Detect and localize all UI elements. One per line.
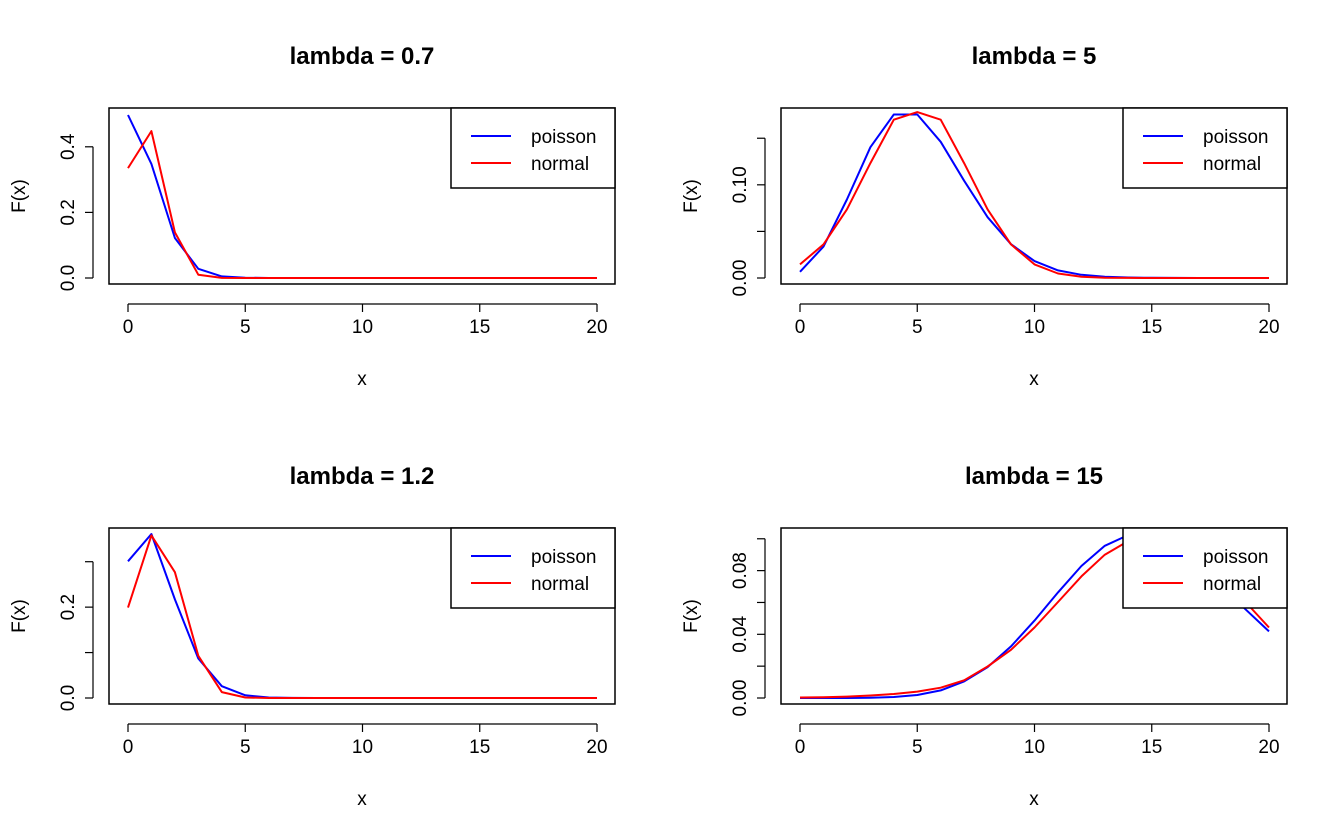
chart-title: lambda = 15: [965, 463, 1103, 490]
series-line-normal: [127, 130, 597, 279]
plot-frame: [780, 107, 1288, 285]
y-axis-label: F(x): [681, 599, 702, 633]
x-tick-label: 15: [1141, 317, 1162, 338]
x-tick-label: 20: [1258, 317, 1279, 338]
legend-label-poisson: poisson: [1203, 547, 1269, 568]
legend-label-normal: normal: [1203, 154, 1261, 175]
x-tick-label: 15: [1141, 737, 1162, 758]
x-axis-label: x: [1029, 789, 1039, 810]
x-tick-label: 0: [795, 317, 806, 338]
legend-box: [1122, 107, 1288, 189]
x-tick-label: 20: [586, 737, 607, 758]
x-axis-label: x: [357, 369, 367, 390]
legend-label-poisson: poisson: [531, 127, 597, 148]
x-tick-label: 10: [352, 317, 373, 338]
x-tick-label: 15: [469, 317, 490, 338]
x-axis-label: x: [357, 789, 367, 810]
legend-box: [450, 527, 616, 609]
chart-title: lambda = 1.2: [290, 463, 435, 490]
x-tick-label: 10: [1024, 317, 1045, 338]
y-tick-label: 0.00: [730, 260, 751, 297]
legend-label-poisson: poisson: [1203, 127, 1269, 148]
x-tick-label: 5: [240, 317, 251, 338]
x-tick-label: 20: [1258, 737, 1279, 758]
legend-label-normal: normal: [1203, 574, 1261, 595]
chart-panel-4: lambda = 15 0 5 10 15 20 0.00 0.04 0.08 x F(x) pois…: [681, 463, 1288, 810]
x-tick-label: 0: [123, 317, 134, 338]
plot-frame: [108, 107, 616, 285]
y-tick-label: 0.4: [58, 133, 79, 160]
plot-frame: [108, 527, 616, 705]
chart-title: lambda = 0.7: [290, 43, 435, 70]
x-tick-label: 0: [795, 737, 806, 758]
x-axis-label: x: [1029, 369, 1039, 390]
legend-label-normal: normal: [531, 574, 589, 595]
legend-box: [1122, 527, 1288, 609]
y-axis-label: F(x): [9, 179, 30, 213]
y-tick-label: 0.00: [730, 680, 751, 717]
series-line-normal: [799, 111, 1269, 279]
y-axis-label: F(x): [681, 179, 702, 213]
legend-label-poisson: poisson: [531, 547, 597, 568]
chart-panel-2: lambda = 5 0 5 10 15 20 0.00 0.10 x F(x) poisson no…: [681, 43, 1288, 390]
x-tick-label: 10: [1024, 737, 1045, 758]
plot-frame: [780, 527, 1288, 705]
y-tick-label: 0.10: [730, 166, 751, 203]
y-tick-label: 0.0: [58, 685, 79, 711]
y-tick-label: 0.2: [58, 594, 79, 620]
x-tick-label: 20: [586, 317, 607, 338]
chart-panel-3: lambda = 1.2 0 5 10 15 20 0.0 0.2 x F(x) poisson no…: [9, 463, 616, 810]
y-tick-label: 0.08: [730, 552, 751, 589]
x-tick-label: 5: [912, 737, 923, 758]
legend-box: [450, 107, 616, 189]
series-line-normal: [127, 534, 597, 699]
y-tick-label: 0.04: [730, 615, 751, 652]
x-tick-label: 5: [240, 737, 251, 758]
y-axis-label: F(x): [9, 599, 30, 633]
legend-label-normal: normal: [531, 154, 589, 175]
chart-panel-1: lambda = 0.7 0 5 10 15 20 0.0 0.2 0.4 x F(x) poisso…: [9, 43, 616, 390]
y-tick-label: 0.0: [58, 265, 79, 291]
x-tick-label: 0: [123, 737, 134, 758]
x-tick-label: 5: [912, 317, 923, 338]
chart-title: lambda = 5: [972, 43, 1097, 70]
x-tick-label: 10: [352, 737, 373, 758]
y-tick-label: 0.2: [58, 199, 79, 225]
x-tick-label: 15: [469, 737, 490, 758]
